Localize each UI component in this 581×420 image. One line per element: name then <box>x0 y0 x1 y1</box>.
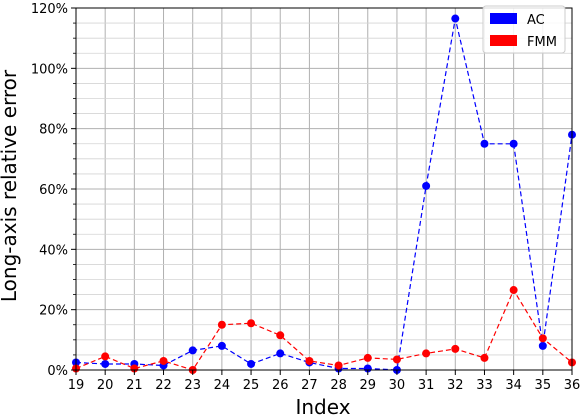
x-tick-label: 22 <box>155 378 172 393</box>
legend-swatch-fmm <box>490 35 517 46</box>
legend-label-fmm: FMM <box>527 35 557 50</box>
legend-label-ac: AC <box>527 13 545 28</box>
data-point-ac <box>247 359 256 368</box>
x-tick-label: 27 <box>301 378 318 393</box>
x-tick-label: 25 <box>243 378 260 393</box>
y-tick-label: 60% <box>39 183 68 198</box>
data-point-fmm <box>101 352 110 361</box>
data-point-fmm <box>159 356 168 365</box>
x-tick-label: 34 <box>505 378 522 393</box>
data-point-ac <box>101 359 110 368</box>
data-point-fmm <box>305 356 314 365</box>
x-tick-label: 32 <box>447 378 464 393</box>
y-tick-label: 20% <box>39 304 68 319</box>
ticks: 19 20 21 22 23 24 25 26 27 28 29 30 31 32 33 34 35 36 0% 20… <box>31 2 580 393</box>
y-tick-label: 0% <box>47 364 68 379</box>
data-point-ac <box>422 181 431 190</box>
data-point-fmm <box>392 355 401 364</box>
grid <box>75 7 573 371</box>
data-point-ac <box>480 139 489 148</box>
data-point-fmm <box>217 320 226 329</box>
data-point-fmm <box>334 361 343 370</box>
x-tick-label: 19 <box>68 378 85 393</box>
x-tick-label: 30 <box>389 378 406 393</box>
series-line-ac <box>75 18 573 371</box>
x-tick-label: 35 <box>535 378 552 393</box>
x-tick-label: 29 <box>359 378 376 393</box>
x-tick-label: 33 <box>476 378 493 393</box>
y-tick-label: 80% <box>39 123 68 138</box>
data-point-fmm <box>422 349 431 358</box>
legend: AC FMM <box>482 5 566 54</box>
data-point-ac <box>509 139 518 148</box>
data-point-fmm <box>509 286 518 295</box>
x-tick-label: 23 <box>184 378 201 393</box>
x-axis-title: Index <box>295 395 350 419</box>
x-tick-label: 24 <box>214 378 231 393</box>
data-point-ac <box>217 341 226 350</box>
x-tick-label: 26 <box>272 378 289 393</box>
series-line-fmm <box>75 288 573 371</box>
x-tick-label: 21 <box>126 378 143 393</box>
x-tick-label: 28 <box>330 378 347 393</box>
data-point-fmm <box>363 353 372 362</box>
data-point-ac <box>276 349 285 358</box>
data-point-ac <box>538 341 547 350</box>
x-tick-label: 20 <box>97 378 114 393</box>
x-tick-label: 36 <box>564 378 581 393</box>
data-point-fmm <box>451 344 460 353</box>
data-point-fmm <box>276 331 285 340</box>
y-tick-label: 120% <box>31 2 68 17</box>
data-point-ac <box>451 14 460 23</box>
data-point-fmm <box>247 319 256 328</box>
series-fmm <box>72 286 576 374</box>
y-tick-label: 100% <box>31 62 68 77</box>
y-tick-label: 40% <box>39 243 68 258</box>
legend-swatch-ac <box>490 13 517 24</box>
data-point-fmm <box>480 353 489 362</box>
x-tick-label: 31 <box>418 378 435 393</box>
data-point-fmm <box>538 334 547 343</box>
y-axis-title: Long-axis relative error <box>0 69 21 302</box>
data-point-ac <box>188 346 197 355</box>
